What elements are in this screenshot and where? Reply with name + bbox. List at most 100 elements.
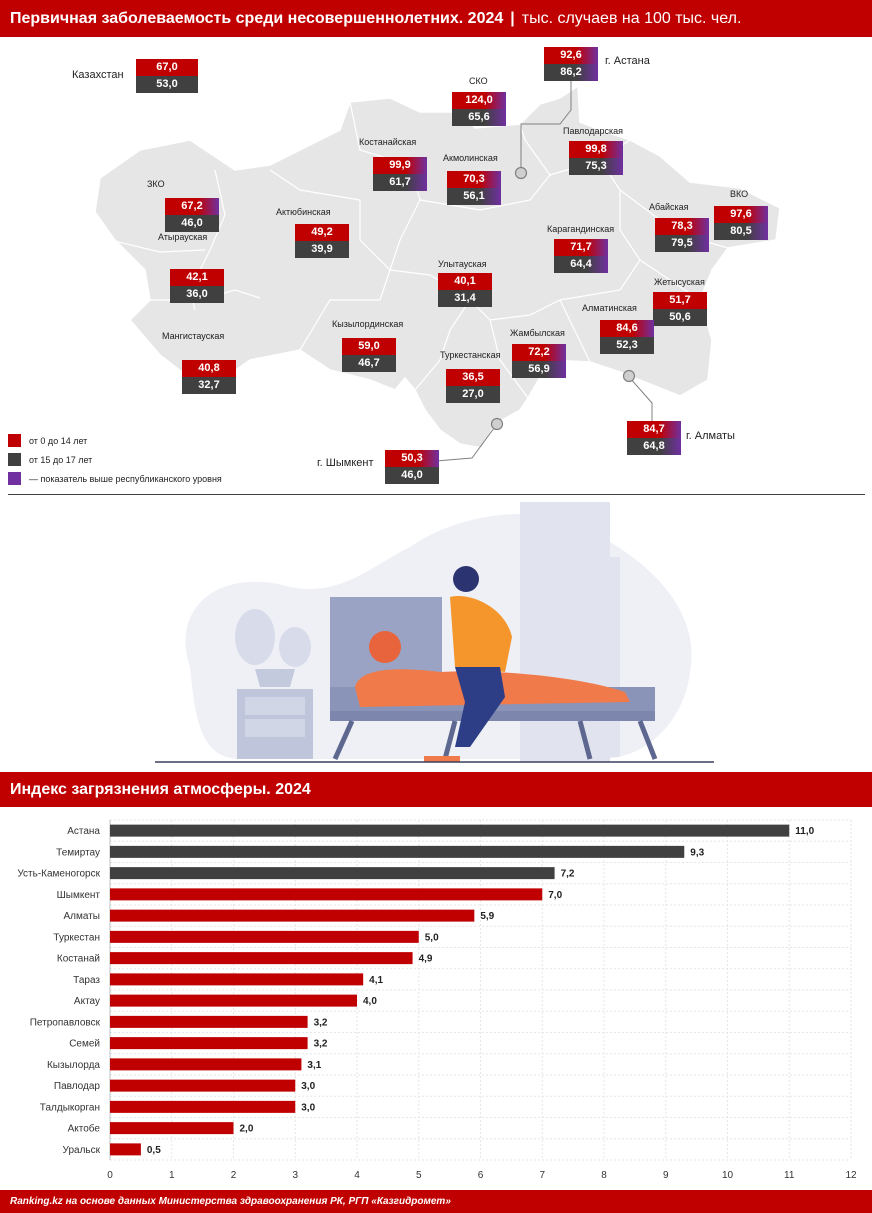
category-label: Алматы: [64, 911, 101, 922]
category-label: Актау: [74, 996, 100, 1007]
region-16-values: 72,2 56,9: [512, 344, 566, 378]
kazakhstan-map: [94, 74, 781, 462]
bar: [110, 1015, 308, 1028]
region-7-label: Павлодарская: [563, 126, 623, 136]
value-15-17: 75,3: [569, 158, 623, 175]
region-6-label: Акмолинская: [443, 153, 498, 163]
value-15-17: 53,0: [136, 76, 198, 93]
region-16-label: Жамбылская: [510, 328, 565, 338]
value-15-17: 80,5: [714, 223, 768, 240]
value-0-14: 84,6: [600, 320, 654, 337]
legend-swatch-purple: [8, 472, 21, 485]
x-tick-label: 3: [292, 1170, 298, 1181]
value-15-17: 31,4: [438, 290, 492, 307]
bar: [110, 1143, 141, 1156]
footer-source: Ranking.kz на основе данных Министерства…: [0, 1190, 872, 1213]
region-8-label: Кызылординская: [332, 319, 404, 329]
bar: [110, 952, 413, 965]
value-0-14: 50,3: [385, 450, 439, 467]
value-0-14: 67,0: [136, 59, 198, 76]
region-7-values: 99,8 75,3: [569, 141, 623, 175]
region-13-values: 51,7 50,6: [653, 292, 707, 326]
region-8-values: 59,0 46,7: [342, 338, 396, 372]
value-0-14: 49,2: [295, 224, 349, 241]
kazakhstan-values: 67,0 53,0: [136, 59, 198, 93]
legend-item-15-17: от 15 до 17 лет: [8, 453, 92, 466]
almaty-point: [622, 369, 636, 383]
region-5-label: СКО: [469, 76, 488, 86]
data-label: 2,0: [240, 1124, 254, 1135]
data-label: 7,0: [548, 890, 562, 901]
value-0-14: 99,8: [569, 141, 623, 158]
map-section: Казахстан 67,0 53,0 ЗКО 67,2 46,0 Атырауска…: [0, 37, 872, 497]
value-0-14: 92,6: [544, 47, 598, 64]
x-tick-label: 6: [478, 1170, 484, 1181]
region-4-label: Костанайская: [359, 137, 417, 147]
x-tick-label: 2: [231, 1170, 237, 1181]
region-11-label: Абайская: [649, 202, 689, 212]
value-15-17: 86,2: [544, 64, 598, 81]
value-15-17: 64,4: [554, 256, 608, 273]
x-tick-label: 7: [539, 1170, 545, 1181]
region-5-values: 124,0 65,6: [452, 92, 506, 126]
kazakhstan-label: Казахстан: [72, 69, 124, 81]
value-15-17: 27,0: [446, 386, 500, 403]
value-15-17: 65,6: [452, 109, 506, 126]
region-1-label: Атырауская: [158, 232, 208, 242]
bar: [110, 994, 357, 1007]
category-label: Темиртау: [56, 847, 100, 858]
region-1-values: 42,1 36,0: [170, 269, 224, 303]
legend-item-above: — показатель выше республиканского уровн…: [8, 472, 222, 485]
header-bar: Первичная заболеваемость среди несоверше…: [0, 0, 872, 37]
x-tick-label: 5: [416, 1170, 422, 1181]
x-tick-label: 4: [354, 1170, 360, 1181]
legend-label-15-17: от 15 до 17 лет: [29, 454, 93, 465]
value-0-14: 40,8: [182, 360, 236, 377]
bar: [110, 845, 685, 858]
child-head: [369, 631, 401, 663]
city-0-label: г. Астана: [605, 55, 650, 67]
bar: [110, 888, 543, 901]
value-0-14: 99,9: [373, 157, 427, 174]
value-0-14: 42,1: [170, 269, 224, 286]
category-label: Кызылорда: [47, 1060, 100, 1071]
category-label: Тараз: [73, 975, 100, 986]
legend-swatch-red: [8, 434, 21, 447]
region-15-values: 36,5 27,0: [446, 369, 500, 403]
category-label: Уральск: [63, 1145, 101, 1156]
data-label: 3,2: [314, 1039, 328, 1050]
region-10-values: 71,7 64,4: [554, 239, 608, 273]
category-label: Туркестан: [53, 932, 100, 943]
legend-item-0-14: от 0 до 14 лет: [8, 434, 87, 447]
value-0-14: 71,7: [554, 239, 608, 256]
illustration-mother-child: [155, 502, 714, 763]
city-1-label: г. Алматы: [686, 430, 735, 442]
x-tick-label: 1: [169, 1170, 175, 1181]
region-14-label: Алматинская: [582, 303, 637, 313]
region-13-label: Жетысуская: [654, 277, 705, 287]
value-0-14: 97,6: [714, 206, 768, 223]
value-15-17: 46,0: [385, 467, 439, 484]
city-1-values: 84,7 64,8: [627, 421, 681, 455]
value-15-17: 46,0: [165, 215, 219, 232]
title-unit: тыс. случаев на 100 тыс. чел.: [521, 9, 742, 27]
bar: [110, 1058, 302, 1071]
data-label: 3,0: [301, 1102, 315, 1113]
bar: [110, 973, 364, 986]
category-label: Семей: [69, 1039, 100, 1050]
value-0-14: 67,2: [165, 198, 219, 215]
value-15-17: 52,3: [600, 337, 654, 354]
value-0-14: 124,0: [452, 92, 506, 109]
region-0-values: 67,2 46,0: [165, 198, 219, 232]
category-label: Шымкент: [57, 890, 101, 901]
plant-pot: [255, 669, 295, 687]
region-2-label: Мангистауская: [162, 331, 225, 341]
shymkent-point: [490, 417, 504, 431]
value-0-14: 36,5: [446, 369, 500, 386]
region-2-values: 40,8 32,7: [182, 360, 236, 394]
section2-title: Индекс загрязнения атмосферы. 2024: [10, 780, 311, 798]
category-label: Костанай: [57, 954, 100, 965]
bar: [110, 1037, 308, 1050]
region-12-label: ВКО: [730, 189, 749, 199]
